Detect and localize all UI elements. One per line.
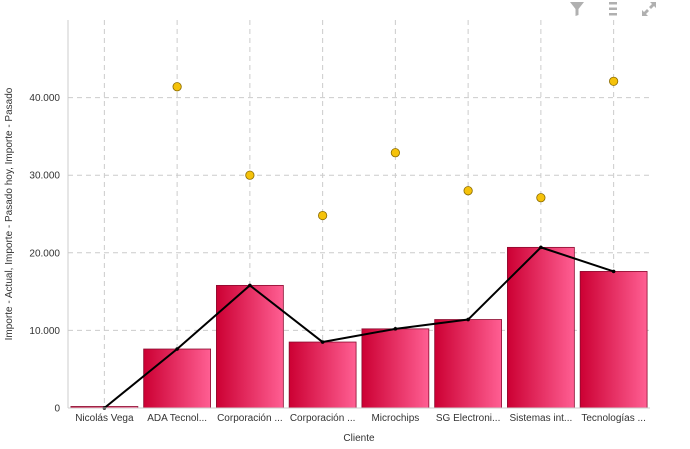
scatter-point	[172, 82, 182, 92]
line-point	[393, 327, 398, 331]
y-tick-label: 40.000	[29, 93, 60, 104]
line-series	[102, 245, 616, 410]
expand-icon	[642, 2, 656, 16]
line-point	[611, 269, 616, 274]
y-tick-label: 20.000	[29, 248, 60, 259]
bar-series	[70, 246, 648, 409]
menu-icon	[609, 2, 617, 16]
axes	[67, 20, 650, 409]
scatter-point	[463, 186, 473, 196]
scatter-point	[245, 170, 255, 180]
line-point	[539, 245, 543, 250]
scatter-point	[609, 76, 619, 86]
y-axis-title: Importe - Actual, Importe - Pasado hoy, …	[4, 87, 15, 340]
bar	[579, 271, 648, 409]
scatter-point	[390, 148, 400, 158]
bar	[434, 319, 502, 409]
line-point	[320, 340, 325, 344]
chart-toolbar	[566, 0, 660, 18]
x-tick-label: SG Electroni...	[436, 413, 500, 424]
menu-button[interactable]	[602, 0, 624, 18]
line-point	[248, 283, 252, 288]
x-tick-label: Corporación ...	[217, 413, 283, 424]
x-axis-title: Cliente	[343, 433, 375, 444]
series-line	[103, 246, 614, 409]
filter-button[interactable]	[566, 0, 588, 18]
scatter-series	[172, 76, 619, 221]
x-tick-label: Tecnologías ...	[581, 413, 645, 424]
y-tick-label: 30.000	[29, 171, 60, 182]
y-tick-labels: 0 10.000 20.000 30.000 40.000	[29, 93, 60, 414]
scatter-point	[536, 193, 546, 203]
x-tick-label: ADA Tecnol...	[147, 413, 207, 424]
line-point	[466, 317, 470, 322]
y-tick-label: 10.000	[29, 326, 60, 337]
line-point	[175, 347, 179, 351]
filter-icon	[570, 2, 584, 16]
x-tick-label: Corporación ...	[290, 413, 356, 424]
y-tick-label: 0	[54, 404, 60, 415]
x-tick-label: Sistemas int...	[509, 413, 572, 424]
bar	[288, 341, 357, 409]
scatter-point	[318, 210, 328, 221]
bar	[507, 246, 575, 409]
x-tick-label: Nicolás Vega	[75, 413, 134, 424]
bar	[143, 348, 211, 409]
expand-button[interactable]	[638, 0, 660, 18]
x-tick-labels: Nicolás Vega ADA Tecnol... Corporación ...…	[75, 413, 646, 424]
x-tick-label: Microchips	[371, 413, 419, 424]
bar	[361, 328, 430, 409]
